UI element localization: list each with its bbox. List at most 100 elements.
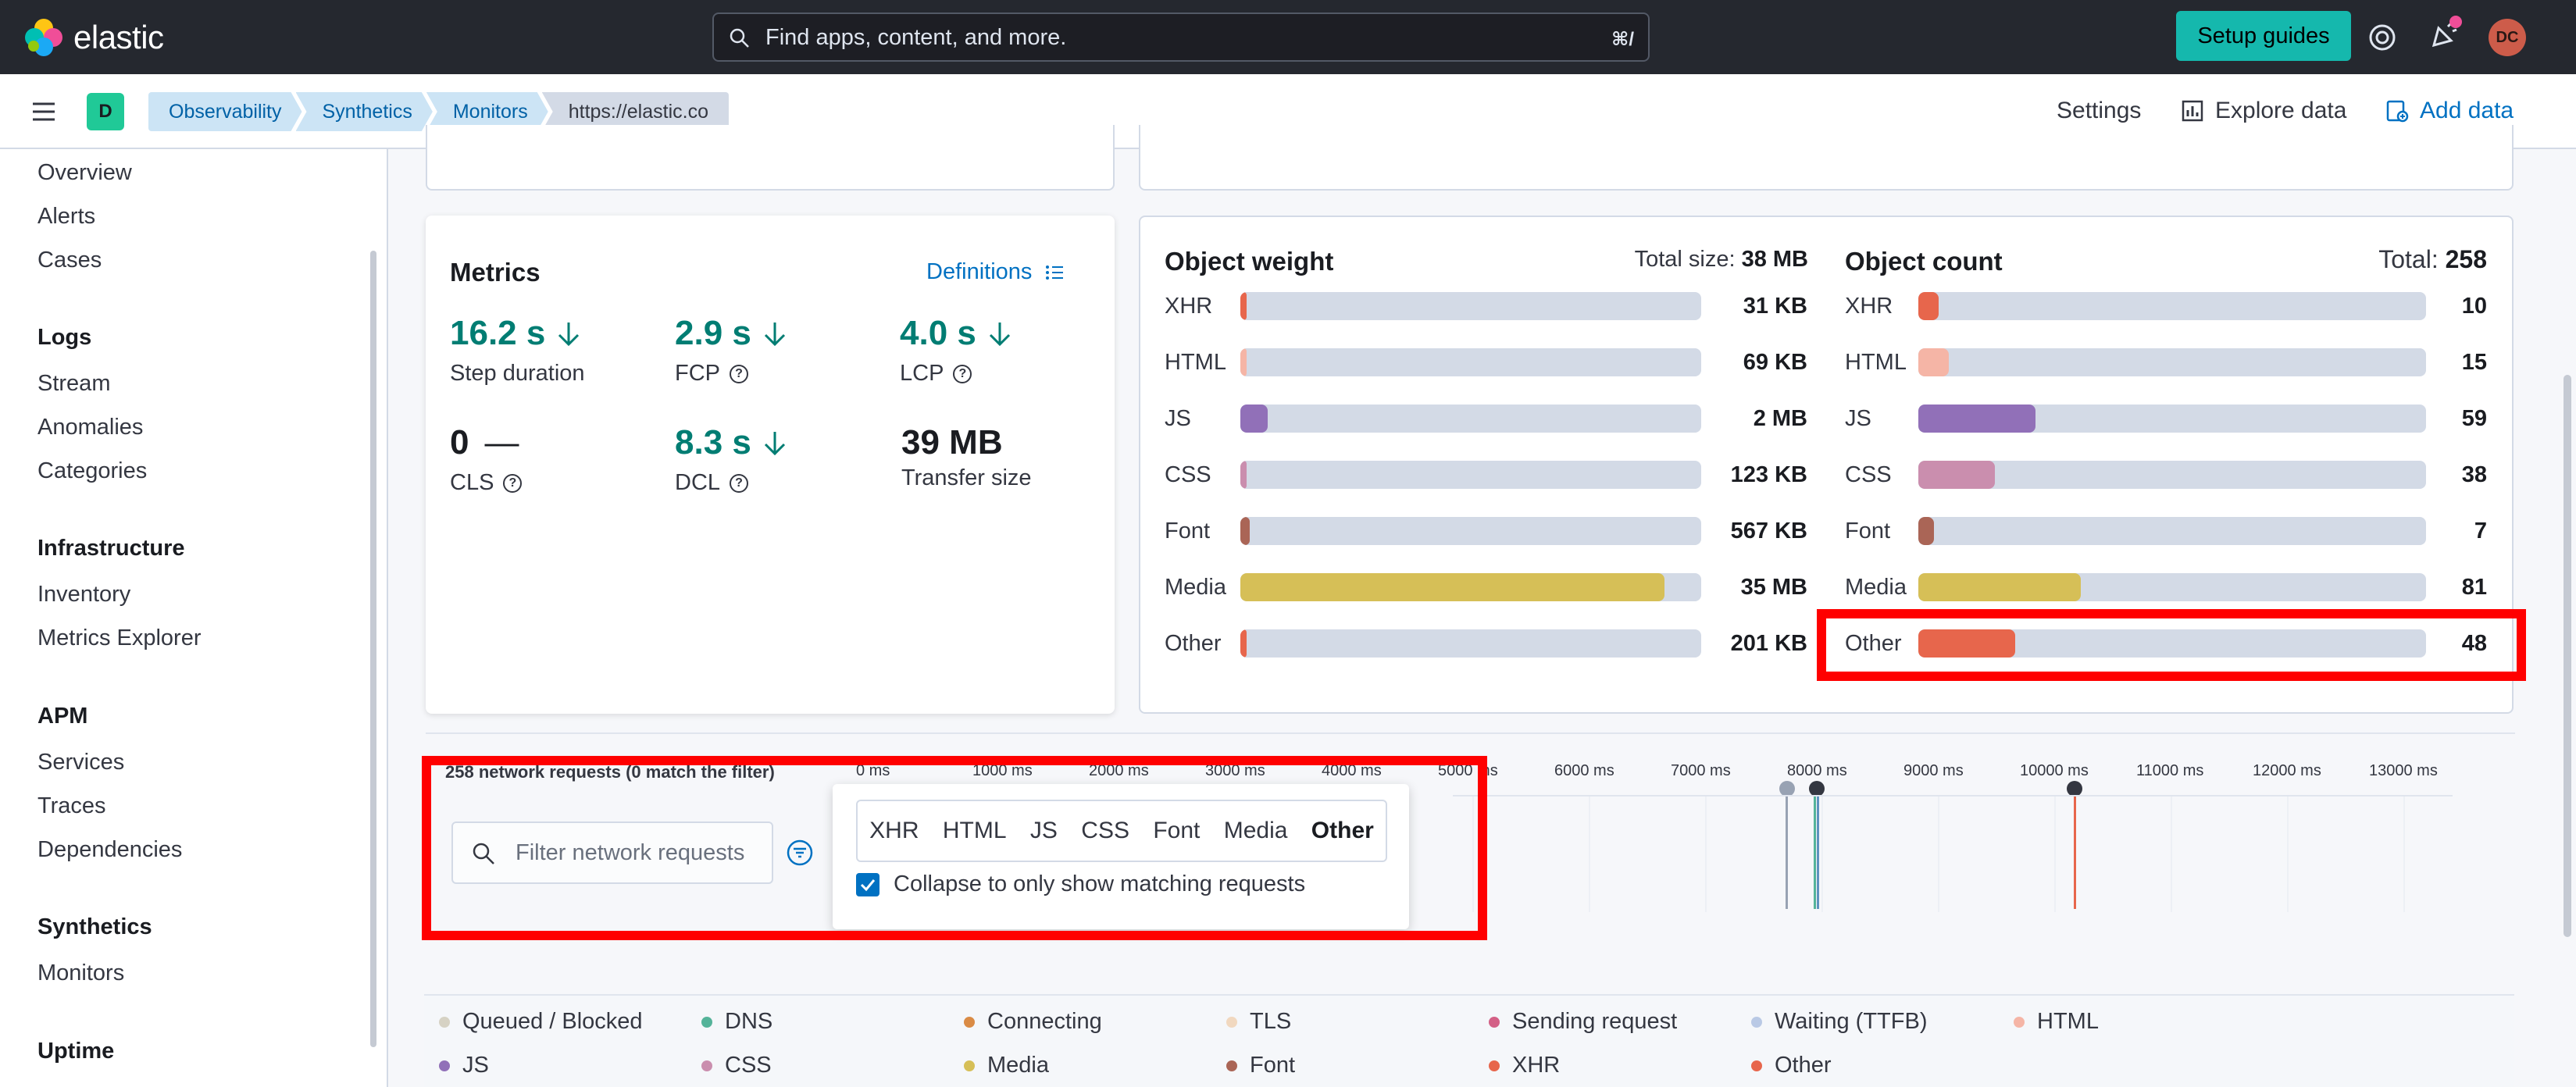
object-weight-bar-fill xyxy=(1240,348,1247,376)
add-data-icon xyxy=(2386,100,2409,123)
object-weight-bar-fill xyxy=(1240,405,1268,433)
filter-chip-xhr[interactable]: XHR xyxy=(869,818,919,843)
step-duration-value: 16.2 s xyxy=(450,314,583,353)
space-avatar[interactable]: D xyxy=(87,93,124,130)
add-data-link[interactable]: Add data xyxy=(2385,98,2514,124)
legend-item: Waiting (TTFB) xyxy=(1751,1009,1927,1035)
sidebar-item-stream[interactable]: Stream xyxy=(37,371,111,396)
elastic-logo[interactable]: elastic xyxy=(23,17,164,58)
legend-dot xyxy=(1751,1016,1762,1028)
breadcrumb-synthetics[interactable]: Synthetics xyxy=(296,92,433,131)
filter-chip-font[interactable]: Font xyxy=(1153,818,1201,843)
filter-chip-media[interactable]: Media xyxy=(1223,818,1288,843)
lcp-number: 4.0 s xyxy=(900,314,976,352)
total-size-label: Total size: xyxy=(1634,247,1736,272)
object-count-bar-fill xyxy=(1918,348,1949,376)
legend-item: TLS xyxy=(1226,1009,1291,1035)
legend-dot xyxy=(439,1016,450,1028)
definitions-link[interactable]: Definitions xyxy=(926,259,1065,285)
dcl-value: 8.3 s xyxy=(675,423,789,462)
add-data-label: Add data xyxy=(2420,98,2514,123)
legend-item: Font xyxy=(1226,1053,1295,1078)
marker-dot[interactable] xyxy=(1809,781,1825,797)
object-weight-bar-media xyxy=(1240,573,1701,601)
filter-network-requests-input[interactable]: Filter network requests xyxy=(451,821,773,884)
search-icon xyxy=(473,843,494,864)
question-icon[interactable]: ? xyxy=(730,364,748,383)
filter-chip-css[interactable]: CSS xyxy=(1081,818,1129,843)
global-search[interactable]: Find apps, content, and more. ⌘/ xyxy=(712,12,1650,62)
object-weight-value-html: 69 KB xyxy=(1743,350,1807,375)
sidebar-item-cases[interactable]: Cases xyxy=(37,248,102,273)
legend-dot xyxy=(964,1060,975,1071)
sidebar-item-dependencies[interactable]: Dependencies xyxy=(37,837,183,862)
object-weight-value-media: 35 MB xyxy=(1740,575,1807,600)
sidebar-item-inventory[interactable]: Inventory xyxy=(37,582,131,607)
sidebar-item-overview[interactable]: Overview xyxy=(37,160,132,185)
user-avatar[interactable]: DC xyxy=(2489,19,2526,56)
question-icon[interactable]: ? xyxy=(730,473,749,493)
sidebar-item-monitors[interactable]: Monitors xyxy=(37,960,125,985)
breadcrumb-observability[interactable]: Observability xyxy=(148,92,302,131)
collapse-checkbox[interactable] xyxy=(856,873,879,896)
sidebar-item-anomalies[interactable]: Anomalies xyxy=(37,415,144,440)
object-weight-label-css: CSS xyxy=(1165,462,1211,487)
cls-label: CLS? xyxy=(450,470,523,496)
sidebar-item-alerts[interactable]: Alerts xyxy=(37,204,96,229)
explore-data-link[interactable]: Explore data xyxy=(2181,98,2346,124)
marker-dot[interactable] xyxy=(2067,781,2082,797)
gridline xyxy=(1821,795,1823,912)
menu-icon[interactable] xyxy=(30,98,58,126)
object-weight-bar-xhr xyxy=(1240,292,1701,320)
object-weight-bar-fill xyxy=(1240,629,1247,658)
sidebar-item-services[interactable]: Services xyxy=(37,750,125,775)
filter-chip-html[interactable]: HTML xyxy=(942,818,1007,843)
legend-item: Connecting xyxy=(964,1009,1102,1035)
metrics-panel xyxy=(426,216,1115,714)
filter-chip-other[interactable]: Other xyxy=(1311,818,1374,843)
sidebar-heading-logs: Logs xyxy=(37,325,92,350)
object-count-bar-fill xyxy=(1918,629,2015,658)
step-duration-number: 16.2 s xyxy=(450,314,546,352)
legend-label: JS xyxy=(462,1053,489,1078)
sidebar-heading-infrastructure: Infrastructure xyxy=(37,536,185,561)
marker-dot[interactable] xyxy=(1779,781,1795,797)
help-icon[interactable] xyxy=(2367,22,2398,53)
collapse-checkbox-label[interactable]: Collapse to only show matching requests xyxy=(894,871,1306,896)
legend-item: CSS xyxy=(701,1053,772,1078)
filter-chip-js[interactable]: JS xyxy=(1029,818,1058,843)
network-requests-count: 258 network requests (0 match the filter… xyxy=(445,762,775,782)
question-icon[interactable]: ? xyxy=(503,473,523,493)
sidebar-item-traces[interactable]: Traces xyxy=(37,793,106,818)
question-icon[interactable]: ? xyxy=(953,364,972,383)
axis-tick-label: 6000 ms xyxy=(1554,762,1614,779)
brand-name: elastic xyxy=(73,19,164,55)
top-header: elastic Find apps, content, and more. ⌘/… xyxy=(0,0,2576,74)
object-count-bar-xhr xyxy=(1918,292,2426,320)
object-count-label-media: Media xyxy=(1845,575,1907,600)
lcp-label: LCP? xyxy=(900,361,972,387)
legend-dot xyxy=(1751,1060,1762,1071)
object-count-value-xhr: 10 xyxy=(2461,294,2487,319)
settings-link[interactable]: Settings xyxy=(2057,98,2142,123)
object-weight-value-other: 201 KB xyxy=(1730,631,1807,656)
axis-tick-label: 12000 ms xyxy=(2253,762,2321,779)
legend-item: XHR xyxy=(1489,1053,1560,1078)
legend-label: Font xyxy=(1250,1053,1296,1078)
filter-icon[interactable] xyxy=(786,839,814,867)
object-weight-bar-font xyxy=(1240,517,1701,545)
gridline xyxy=(2054,795,2056,912)
sidebar-item-metrics-explorer[interactable]: Metrics Explorer xyxy=(37,625,202,650)
axis-tick-label: 9000 ms xyxy=(1903,762,1964,779)
transfer-size-label: Transfer size xyxy=(901,465,1032,490)
object-weight-bar-fill xyxy=(1240,517,1250,545)
setup-guides-button[interactable]: Setup guides xyxy=(2176,11,2351,61)
mime-filter-popover: XHR HTML JS CSS Font Media Other Collaps… xyxy=(833,784,1409,929)
legend-label: Sending request xyxy=(1512,1009,1678,1034)
breadcrumb-monitors[interactable]: Monitors xyxy=(426,92,548,131)
sidebar-scrollbar[interactable] xyxy=(370,251,376,1047)
legend-label: Connecting xyxy=(987,1009,1102,1034)
legend-label: TLS xyxy=(1250,1009,1292,1034)
sidebar-item-categories[interactable]: Categories xyxy=(37,458,148,483)
page-scrollbar[interactable] xyxy=(2564,375,2571,937)
